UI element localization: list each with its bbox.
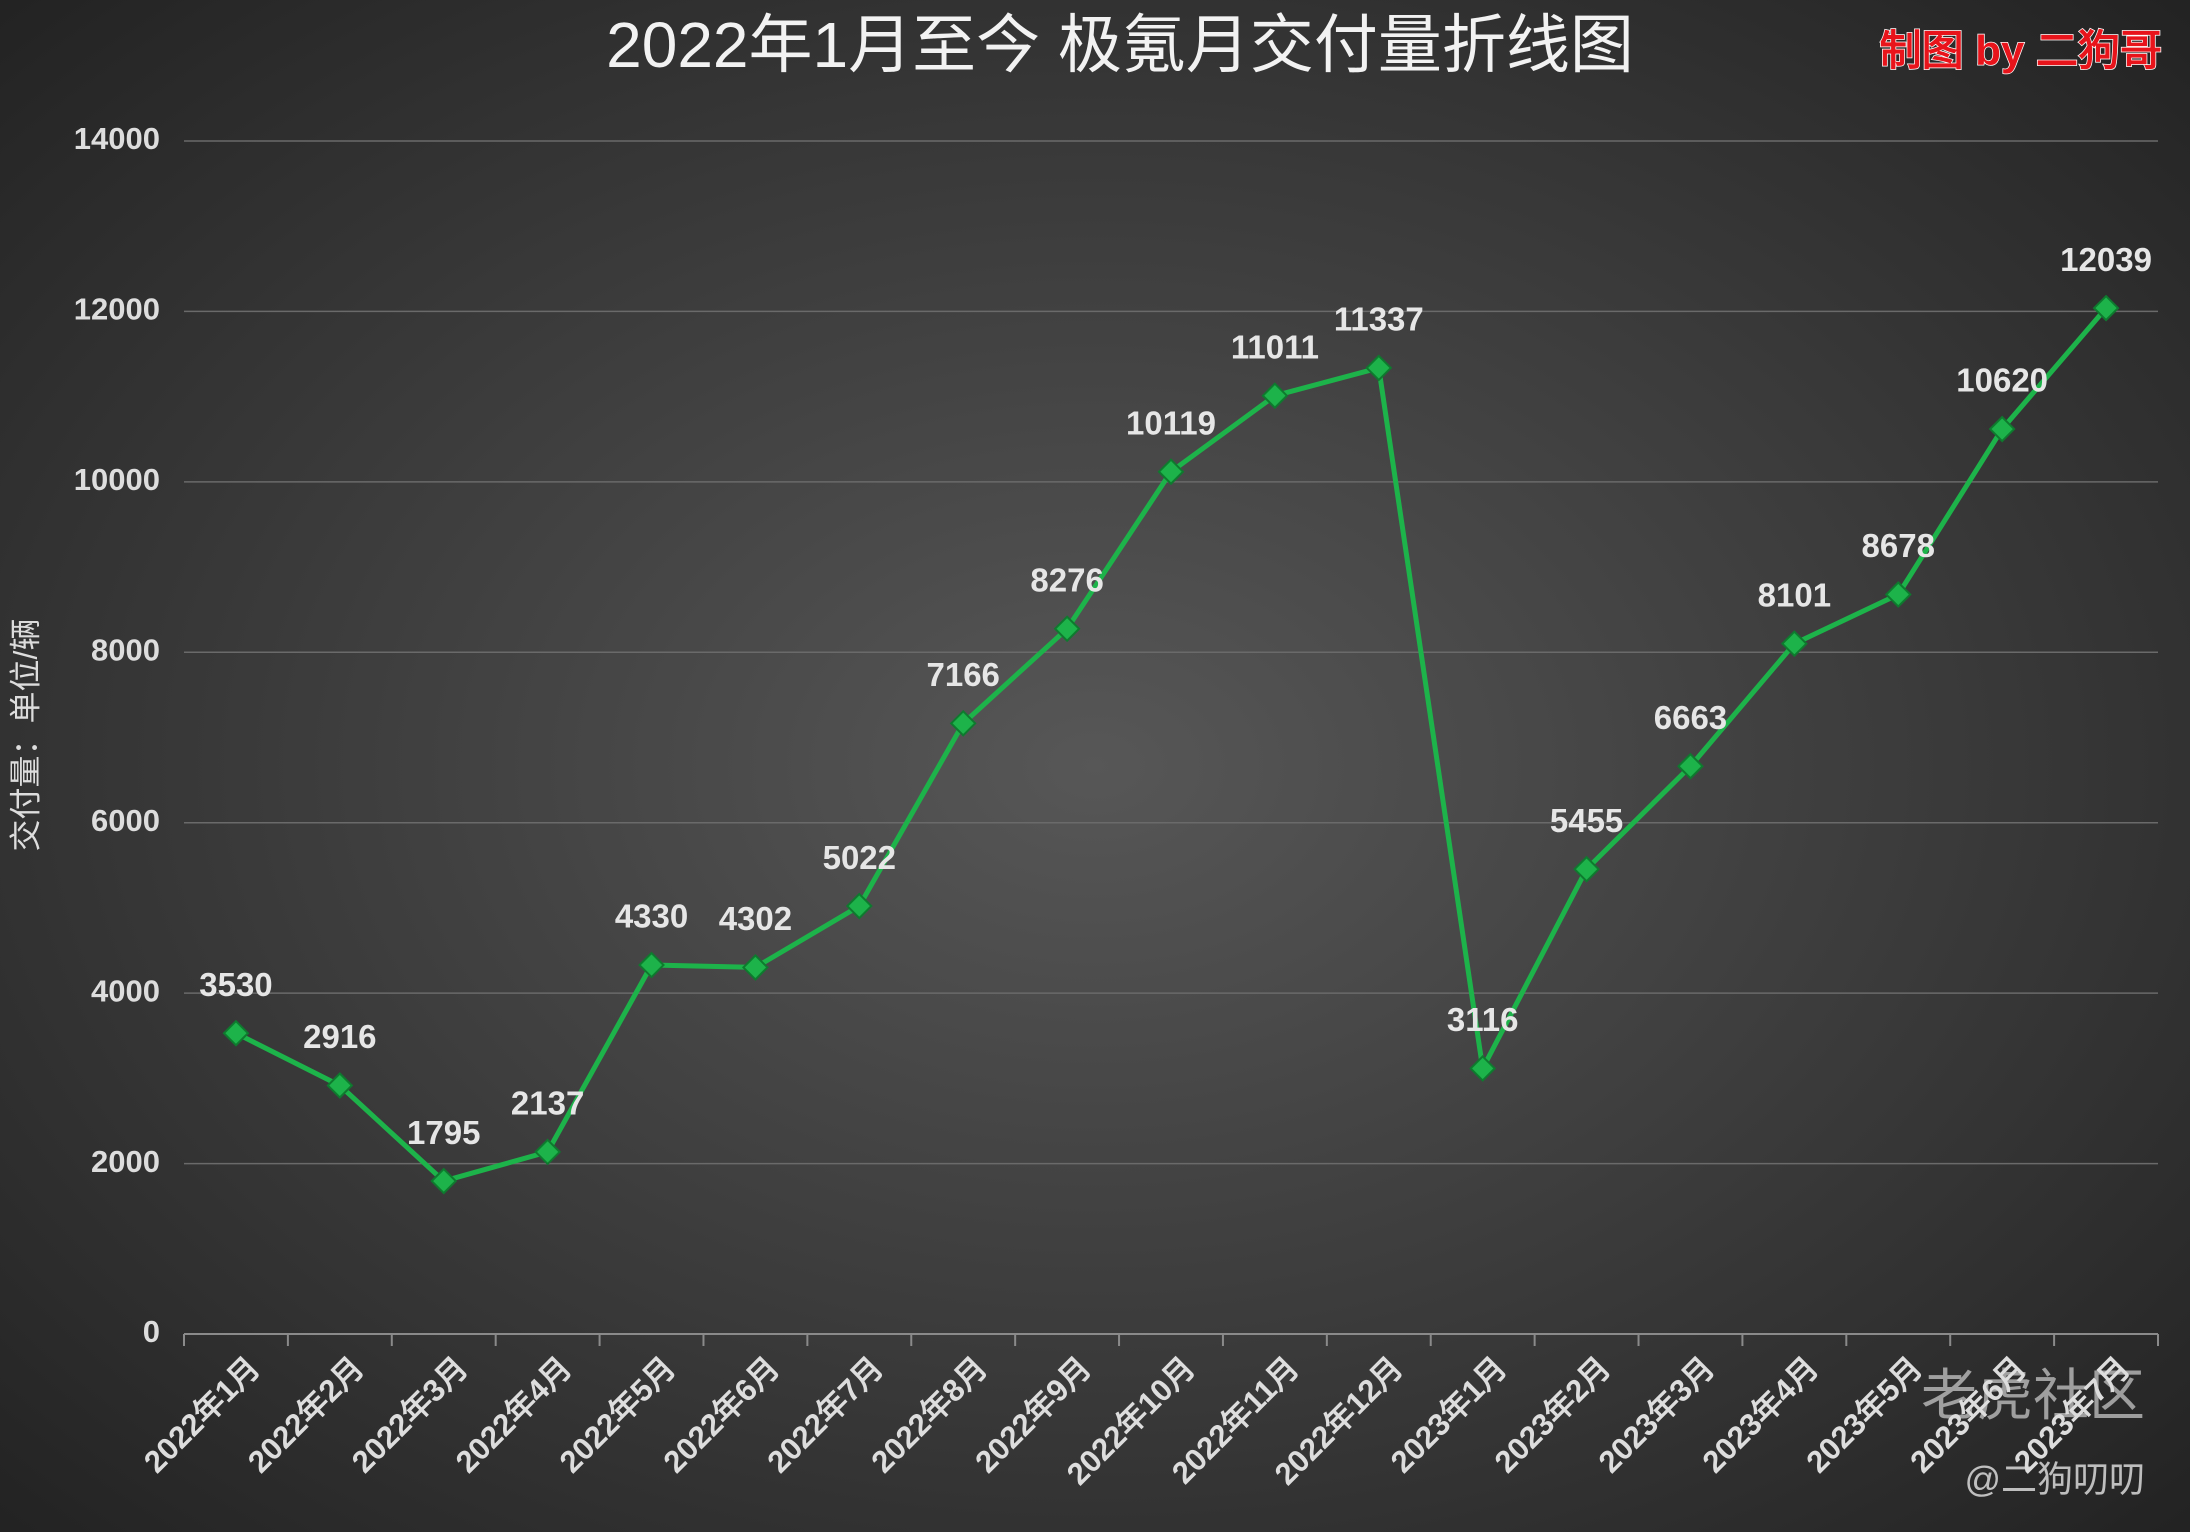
- data-label: 11011: [1231, 328, 1319, 365]
- marker: [1261, 382, 1289, 410]
- data-label: 8101: [1758, 576, 1831, 613]
- data-label: 5022: [823, 839, 896, 876]
- data-label: 10620: [1956, 362, 2048, 399]
- watermark: 老虎社区: [1921, 1364, 2145, 1427]
- y-tick-label: 2000: [91, 1144, 160, 1179]
- marker: [1365, 354, 1393, 382]
- annotation: 制图 by 二狗哥: [1880, 27, 2162, 74]
- marker: [1573, 855, 1600, 883]
- y-tick-label: 8000: [91, 632, 160, 667]
- data-label: 10119: [1126, 404, 1216, 441]
- data-label: 8678: [1862, 527, 1935, 564]
- marker: [1053, 615, 1081, 643]
- chart-title: 2022年1月至今 极氪月交付量折线图: [606, 9, 1634, 81]
- data-label: 12039: [2060, 241, 2152, 278]
- marker: [949, 709, 977, 737]
- marker: [742, 953, 769, 981]
- data-label: 2137: [511, 1085, 584, 1122]
- y-tick-label: 10000: [74, 462, 160, 497]
- marker: [534, 1138, 562, 1166]
- marker: [1157, 458, 1185, 486]
- y-tick-label: 14000: [74, 121, 160, 156]
- data-label: 8276: [1030, 561, 1103, 598]
- watermark: @二狗叨叨: [1964, 1459, 2145, 1500]
- data-label: 2916: [303, 1018, 376, 1055]
- data-label: 6663: [1654, 699, 1727, 736]
- y-axis-label: 交付量：单位/辆: [7, 619, 43, 852]
- data-label: 11337: [1334, 301, 1424, 338]
- data-label: 3116: [1447, 1001, 1519, 1038]
- marker: [430, 1167, 458, 1195]
- y-tick-label: 6000: [91, 803, 160, 838]
- data-label: 4302: [719, 900, 792, 937]
- marker: [1780, 630, 1808, 658]
- marker: [1884, 581, 1912, 608]
- marker: [1469, 1055, 1497, 1082]
- marker: [222, 1019, 250, 1047]
- data-label: 3530: [199, 966, 272, 1003]
- data-label: 5455: [1550, 802, 1623, 839]
- marker: [326, 1072, 354, 1099]
- marker: [1677, 752, 1704, 780]
- data-label: 1795: [407, 1114, 480, 1151]
- marker: [845, 892, 873, 920]
- y-tick-label: 12000: [74, 292, 160, 327]
- marker: [2092, 294, 2120, 322]
- y-tick-label: 4000: [91, 973, 160, 1008]
- marker: [638, 951, 665, 979]
- data-label: 4330: [615, 898, 688, 935]
- data-label: 7166: [926, 656, 999, 693]
- y-tick-label: 0: [143, 1314, 160, 1349]
- marker: [1988, 415, 2016, 443]
